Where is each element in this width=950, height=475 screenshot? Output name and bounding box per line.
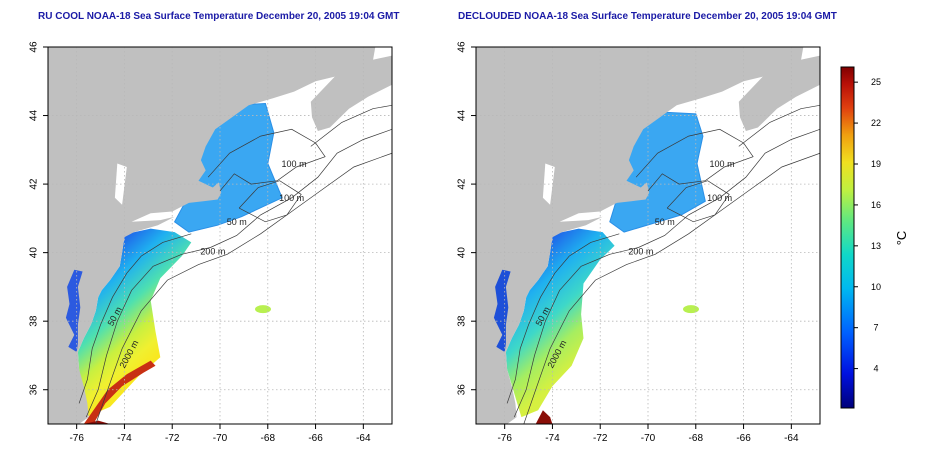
x-tick-label: -64 (784, 433, 799, 444)
contour-label: 200 m (628, 246, 653, 256)
x-tick-label: -66 (308, 433, 323, 444)
offshore-sst-patch (255, 305, 271, 314)
x-tick-label: -74 (117, 433, 132, 444)
depth-contour (207, 128, 326, 192)
depth-contour (310, 104, 392, 147)
celsius-tick-label: 4 (873, 364, 878, 374)
mid-atlantic-sst-patch (77, 228, 192, 418)
x-tick-label: -64 (356, 433, 371, 444)
depth-contour (666, 180, 730, 223)
contour-label: 200 m (200, 246, 225, 256)
colorbar-gradient (840, 66, 855, 409)
depth-contour (238, 180, 302, 223)
gulf-stream-core-patch (535, 410, 553, 424)
right-map-title: DECLOUDED NOAA-18 Sea Surface Temperatur… (458, 11, 837, 22)
y-tick-label: 44 (457, 110, 468, 122)
land-nova-scotia (738, 55, 820, 131)
depth-contour (635, 128, 754, 192)
celsius-tick-label: 13 (871, 241, 881, 251)
y-tick-label: 44 (29, 110, 40, 122)
gulf-stream-core-patch (83, 420, 111, 424)
y-tick-label: 40 (29, 247, 40, 259)
contour-label: 50 m (227, 217, 247, 227)
contour-label: 100 m (710, 159, 735, 169)
x-tick-label: -70 (213, 433, 228, 444)
x-tick-label: -68 (689, 433, 704, 444)
land-mainland (476, 47, 804, 424)
x-tick-label: -70 (641, 433, 656, 444)
y-tick-label: 42 (29, 178, 40, 190)
x-tick-label: -76 (497, 433, 512, 444)
y-tick-label: 38 (29, 315, 40, 327)
contour-label: 100 m (282, 159, 307, 169)
y-tick-label: 40 (457, 247, 468, 259)
depth-contour (513, 128, 820, 418)
temperature-colorbar: 77716660555044393425221916131074°F°C (840, 66, 909, 409)
depth-contour (523, 152, 820, 424)
land-nova-scotia (310, 55, 392, 131)
mid-atlantic-sst-patch (505, 228, 615, 418)
x-tick-label: -68 (261, 433, 276, 444)
x-tick-label: -76 (69, 433, 84, 444)
contour-label: 100 m (279, 193, 304, 203)
x-tick-label: -72 (593, 433, 608, 444)
left-map-title: RU COOL NOAA-18 Sea Surface Temperature … (38, 11, 400, 22)
depth-contour (738, 104, 820, 147)
chesapeake-bay (65, 269, 83, 352)
land-mainland (48, 47, 376, 424)
x-tick-label: -66 (736, 433, 751, 444)
celsius-tick-label: 25 (871, 77, 881, 87)
celsius-tick-label: 22 (871, 118, 881, 128)
x-tick-label: -72 (165, 433, 180, 444)
depth-contour (78, 233, 192, 404)
contour-label: 100 m (707, 193, 732, 203)
celsius-axis-label: °C (894, 231, 909, 246)
y-tick-label: 46 (457, 41, 468, 53)
y-tick-label: 42 (457, 178, 468, 190)
depth-contour (85, 128, 392, 418)
y-tick-label: 46 (29, 41, 40, 53)
depth-contour (95, 152, 392, 424)
celsius-tick-label: 10 (871, 282, 881, 292)
celsius-tick-label: 16 (871, 200, 881, 210)
gulf-stream-warm-patch (83, 360, 156, 424)
celsius-tick-label: 19 (871, 159, 881, 169)
celsius-tick-label: 7 (873, 323, 878, 333)
x-tick-label: -74 (545, 433, 560, 444)
y-tick-label: 36 (29, 384, 40, 396)
depth-contour (506, 233, 620, 404)
chesapeake-bay (493, 269, 511, 352)
y-tick-label: 38 (457, 315, 468, 327)
contour-label: 50 m (655, 217, 675, 227)
y-tick-label: 36 (457, 384, 468, 396)
offshore-sst-patch (683, 305, 699, 314)
